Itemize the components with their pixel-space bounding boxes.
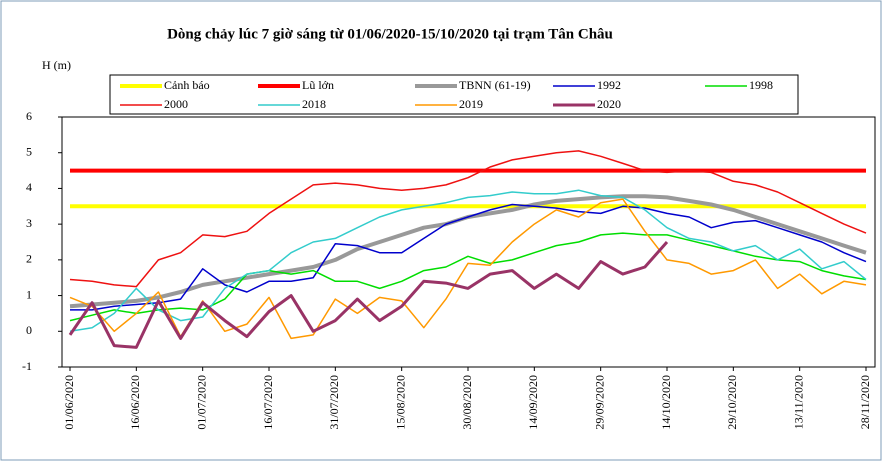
series-line: [68, 241, 669, 349]
y-tick-label: 6: [26, 109, 32, 123]
series-line: [69, 198, 867, 340]
legend-label: Lũ lớn: [302, 78, 334, 92]
legend-label: Cảnh báo: [164, 78, 210, 92]
y-tick-label: 5: [26, 144, 32, 158]
x-tick-label: 01/07/2020: [194, 375, 208, 430]
x-tick-label: 28/11/2020: [858, 375, 872, 429]
y-tick-label: 0: [26, 323, 32, 337]
chart-title: Dòng chảy lúc 7 giờ sáng từ 01/06/2020-1…: [167, 26, 613, 42]
x-tick-label: 15/08/2020: [393, 375, 407, 430]
x-tick-label: 14/10/2020: [659, 375, 673, 430]
x-tick-label: 30/08/2020: [460, 375, 474, 430]
legend-label: 1992: [597, 78, 621, 92]
x-tick-label: 14/09/2020: [526, 375, 540, 430]
legend-label: 2000: [164, 97, 188, 111]
y-tick-label: 3: [26, 216, 32, 230]
y-tick-label: 2: [26, 252, 32, 266]
y-tick-label: 4: [26, 180, 32, 194]
legend-label: 2018: [302, 97, 326, 111]
y-tick-label: -1: [22, 359, 32, 373]
y-tick-label: 1: [26, 287, 32, 301]
x-tick-label: 13/11/2020: [791, 375, 805, 429]
x-tick-label: 01/06/2020: [62, 375, 76, 430]
legend-label: 2019: [459, 97, 483, 111]
legend: [109, 74, 799, 115]
x-tick-label: 31/07/2020: [327, 375, 341, 430]
x-tick-label: 29/09/2020: [592, 375, 606, 430]
legend-label: 2020: [597, 97, 621, 111]
series-line: [69, 189, 867, 333]
series-line: [70, 203, 867, 311]
y-axis-label: H (m): [42, 58, 71, 72]
x-tick-label: 29/10/2020: [725, 375, 739, 430]
legend-label: TBNN (61-19): [459, 78, 531, 92]
series-line: [69, 150, 867, 288]
x-tick-label: 16/07/2020: [261, 375, 275, 430]
legend-label: 1998: [749, 78, 773, 92]
x-tick-label: 16/06/2020: [128, 375, 142, 430]
